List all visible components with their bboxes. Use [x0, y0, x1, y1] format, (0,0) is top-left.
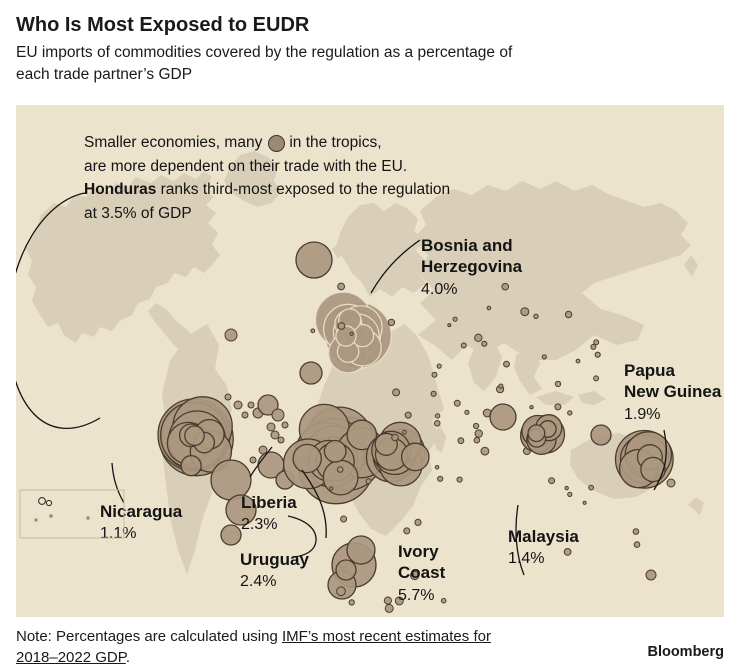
svg-text:1.9%: 1.9%: [624, 406, 660, 423]
svg-text:Ivory: Ivory: [398, 542, 439, 561]
svg-text:Uruguay: Uruguay: [240, 550, 310, 569]
svg-text:New Guinea: New Guinea: [624, 382, 722, 401]
svg-text:Malaysia: Malaysia: [508, 527, 579, 546]
svg-text:Nicaragua: Nicaragua: [100, 502, 183, 521]
svg-text:1.1%: 1.1%: [100, 525, 136, 542]
svg-text:Herzegovina: Herzegovina: [421, 257, 523, 276]
svg-text:4.0%: 4.0%: [421, 281, 457, 298]
svg-text:Papua: Papua: [624, 361, 676, 380]
svg-text:Bosnia and: Bosnia and: [421, 236, 513, 255]
svg-text:2.3%: 2.3%: [241, 516, 277, 533]
svg-text:Coast: Coast: [398, 563, 446, 582]
svg-text:5.7%: 5.7%: [398, 587, 434, 604]
svg-text:1.4%: 1.4%: [508, 550, 544, 567]
svg-text:2.4%: 2.4%: [240, 573, 276, 590]
svg-text:Liberia: Liberia: [241, 493, 297, 512]
